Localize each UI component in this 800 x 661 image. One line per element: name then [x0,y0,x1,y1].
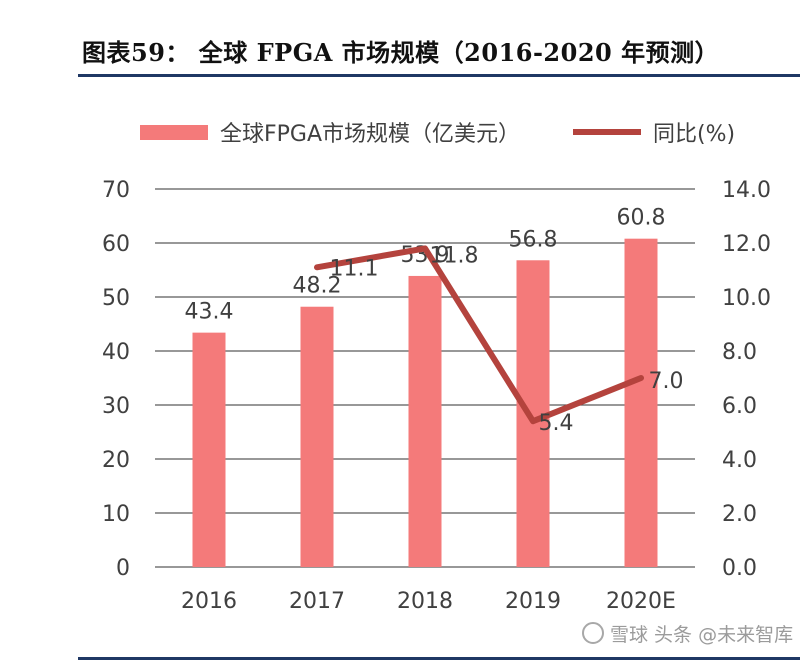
y-right-tick-label: 8.0 [722,340,757,365]
y-left-tick-label: 50 [102,286,130,311]
line-data-label: 7.0 [649,369,684,394]
bar [192,332,226,567]
legend-swatch-line [573,129,641,135]
bar-data-label: 43.4 [185,300,234,325]
bar [624,238,658,567]
legend-label-bar: 全球FPGA市场规模（亿美元） [220,122,521,147]
y-left-tick-label: 60 [102,232,130,257]
line-data-label: 11.1 [330,256,379,281]
y-left-tick-label: 40 [102,340,130,365]
legend-item-line: 同比(%) [573,112,735,152]
line-data-label: 11.8 [430,243,479,268]
legend-item-bar: 全球FPGA市场规模（亿美元） [140,112,520,152]
bar-data-label: 48.2 [293,274,342,299]
watermark: 雪球 头条 @未来智库 [582,620,793,647]
bar [408,275,442,567]
watermark-text: 雪球 头条 @未来智库 [610,624,794,646]
x-tick-label: 2016 [181,589,237,614]
y-right-tick-label: 0.0 [722,556,757,581]
bar [300,306,334,567]
snowball-logo-icon [582,622,604,644]
figure-header: 图表59： 全球 FPGA 市场规模（2016-2020 年预测） [0,0,800,80]
line-data-label: 5.4 [539,411,574,436]
x-tick-label: 2020E [606,589,676,614]
bottom-rule [78,657,800,660]
y-left-tick-label: 20 [102,448,130,473]
x-tick-label: 2017 [289,589,345,614]
chart-legend: 全球FPGA市场规模（亿美元） 同比(%) [0,112,800,152]
title-rule [78,74,800,77]
y-right-tick-label: 4.0 [722,448,757,473]
x-tick-label: 2019 [505,589,561,614]
y-right-tick-label: 12.0 [722,232,771,257]
legend-label-line: 同比(%) [653,122,736,147]
y-left-tick-label: 10 [102,502,130,527]
y-right-tick-label: 6.0 [722,394,757,419]
y-left-tick-label: 70 [102,178,130,203]
bar-data-label: 56.8 [509,227,558,252]
figure-title: 图表59： 全球 FPGA 市场规模（2016-2020 年预测） [82,38,720,67]
y-left-tick-label: 0 [116,556,130,581]
y-right-tick-label: 14.0 [722,178,771,203]
y-left-tick-label: 30 [102,394,130,419]
y-right-tick-label: 10.0 [722,286,771,311]
growth-line [314,245,644,425]
legend-swatch-bar [140,124,208,140]
x-tick-label: 2018 [397,589,453,614]
y-right-tick-label: 2.0 [722,502,757,527]
bar-data-label: 60.8 [617,206,666,231]
